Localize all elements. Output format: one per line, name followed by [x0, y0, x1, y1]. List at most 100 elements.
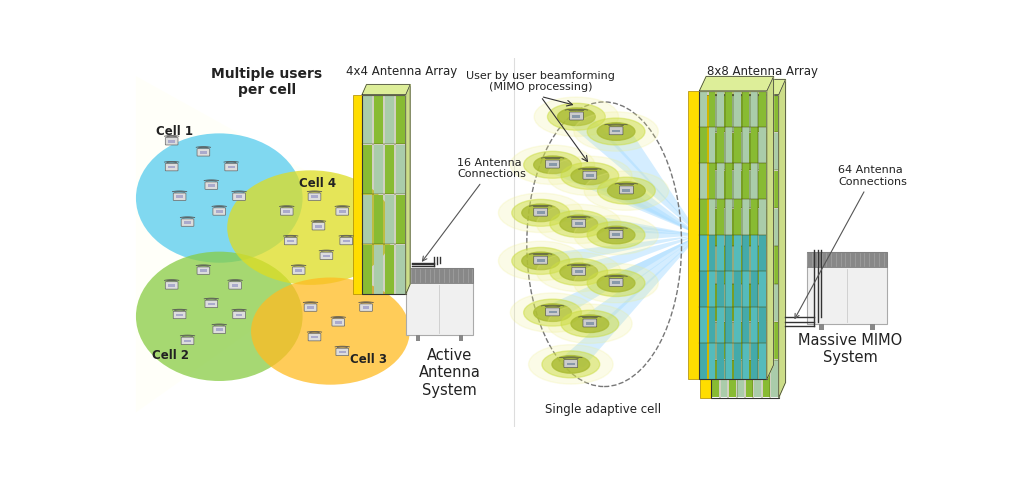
Text: Active
Antenna
System: Active Antenna System — [419, 348, 480, 397]
Bar — [168, 284, 175, 287]
Polygon shape — [603, 129, 699, 235]
FancyBboxPatch shape — [308, 193, 321, 201]
Bar — [700, 199, 707, 235]
Bar — [759, 308, 766, 343]
Bar — [176, 313, 183, 316]
FancyBboxPatch shape — [165, 138, 178, 145]
Polygon shape — [406, 84, 411, 294]
Bar — [311, 336, 317, 338]
Bar — [745, 284, 753, 322]
Bar — [537, 211, 545, 214]
Bar — [729, 171, 736, 208]
Bar — [734, 344, 740, 379]
Bar — [288, 240, 294, 242]
Bar — [763, 133, 769, 170]
Bar — [416, 335, 420, 341]
FancyBboxPatch shape — [564, 360, 578, 368]
Circle shape — [560, 263, 598, 281]
Polygon shape — [579, 171, 699, 235]
Bar — [751, 127, 758, 163]
FancyBboxPatch shape — [181, 219, 194, 226]
Bar — [721, 133, 727, 170]
Circle shape — [510, 145, 595, 184]
Bar — [208, 184, 215, 187]
Bar — [362, 306, 370, 309]
FancyBboxPatch shape — [285, 238, 297, 245]
Polygon shape — [578, 235, 699, 327]
Bar — [712, 284, 719, 322]
Bar — [362, 95, 406, 294]
Bar — [406, 268, 473, 335]
Polygon shape — [542, 235, 699, 317]
Bar — [751, 163, 758, 199]
FancyBboxPatch shape — [571, 219, 586, 227]
Bar — [759, 271, 766, 307]
Bar — [712, 95, 779, 397]
Bar — [236, 195, 243, 198]
Bar — [737, 322, 744, 360]
Circle shape — [523, 299, 582, 326]
Bar — [537, 259, 545, 262]
Bar — [807, 252, 887, 324]
Bar — [717, 199, 724, 235]
Bar — [725, 127, 732, 163]
Bar — [352, 95, 362, 294]
Bar — [751, 271, 758, 307]
FancyBboxPatch shape — [359, 304, 373, 312]
Circle shape — [550, 210, 607, 238]
FancyBboxPatch shape — [569, 112, 584, 120]
Circle shape — [573, 264, 658, 303]
Polygon shape — [575, 217, 699, 235]
Circle shape — [587, 118, 645, 145]
FancyBboxPatch shape — [232, 312, 246, 319]
Circle shape — [548, 304, 632, 343]
Bar — [763, 360, 769, 397]
Bar — [712, 360, 719, 397]
Polygon shape — [699, 76, 773, 91]
Polygon shape — [543, 160, 699, 235]
Bar — [729, 246, 736, 284]
FancyBboxPatch shape — [609, 278, 623, 287]
Bar — [717, 344, 724, 379]
Circle shape — [573, 216, 658, 255]
Bar — [717, 235, 724, 271]
Bar — [771, 284, 778, 322]
Bar — [721, 360, 727, 397]
FancyBboxPatch shape — [609, 230, 623, 238]
Bar — [168, 140, 175, 143]
Bar — [742, 344, 750, 379]
Bar — [771, 360, 778, 397]
Ellipse shape — [251, 277, 410, 384]
Bar — [362, 95, 373, 144]
Circle shape — [512, 199, 569, 226]
FancyBboxPatch shape — [232, 193, 246, 201]
Bar — [742, 235, 750, 271]
Bar — [725, 271, 732, 307]
Bar — [709, 271, 716, 307]
Circle shape — [571, 167, 608, 185]
Bar — [395, 95, 404, 144]
Bar — [737, 133, 744, 170]
Bar — [742, 91, 750, 127]
Bar — [395, 145, 404, 194]
Bar — [742, 163, 750, 199]
Bar — [755, 360, 761, 397]
Circle shape — [597, 177, 655, 204]
Bar — [385, 245, 394, 294]
Bar — [700, 271, 707, 307]
Bar — [725, 91, 732, 127]
FancyBboxPatch shape — [197, 267, 210, 275]
FancyBboxPatch shape — [205, 182, 218, 189]
Bar — [729, 360, 736, 397]
Bar — [759, 199, 766, 235]
FancyBboxPatch shape — [165, 164, 178, 171]
Bar — [751, 308, 758, 343]
Bar — [227, 166, 234, 168]
Bar — [734, 163, 740, 199]
Bar — [807, 252, 887, 267]
Circle shape — [522, 204, 559, 222]
Bar — [574, 222, 583, 225]
Bar — [699, 91, 767, 379]
Bar — [745, 360, 753, 397]
Bar — [406, 268, 473, 283]
